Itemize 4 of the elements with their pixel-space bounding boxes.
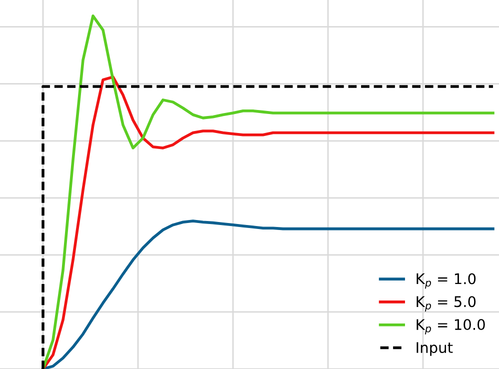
- legend-label: K$_{p}$ = 5.0: [416, 296, 476, 312]
- legend-label: K$_{p}$ = 10.0: [416, 319, 485, 334]
- legend-label: K$_{p}$ = 1.0: [416, 273, 476, 289]
- legend-label: Input: [416, 342, 453, 356]
